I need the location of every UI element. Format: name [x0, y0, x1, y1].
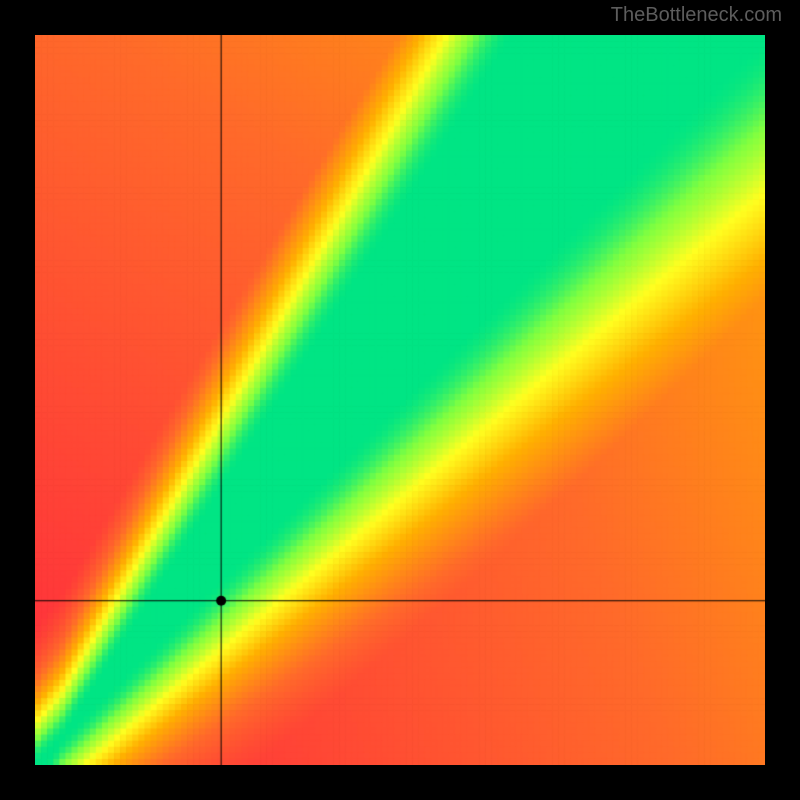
bottleneck-heatmap: [35, 35, 765, 765]
attribution-label: TheBottleneck.com: [611, 4, 782, 27]
chart-container: TheBottleneck.com: [0, 0, 800, 800]
